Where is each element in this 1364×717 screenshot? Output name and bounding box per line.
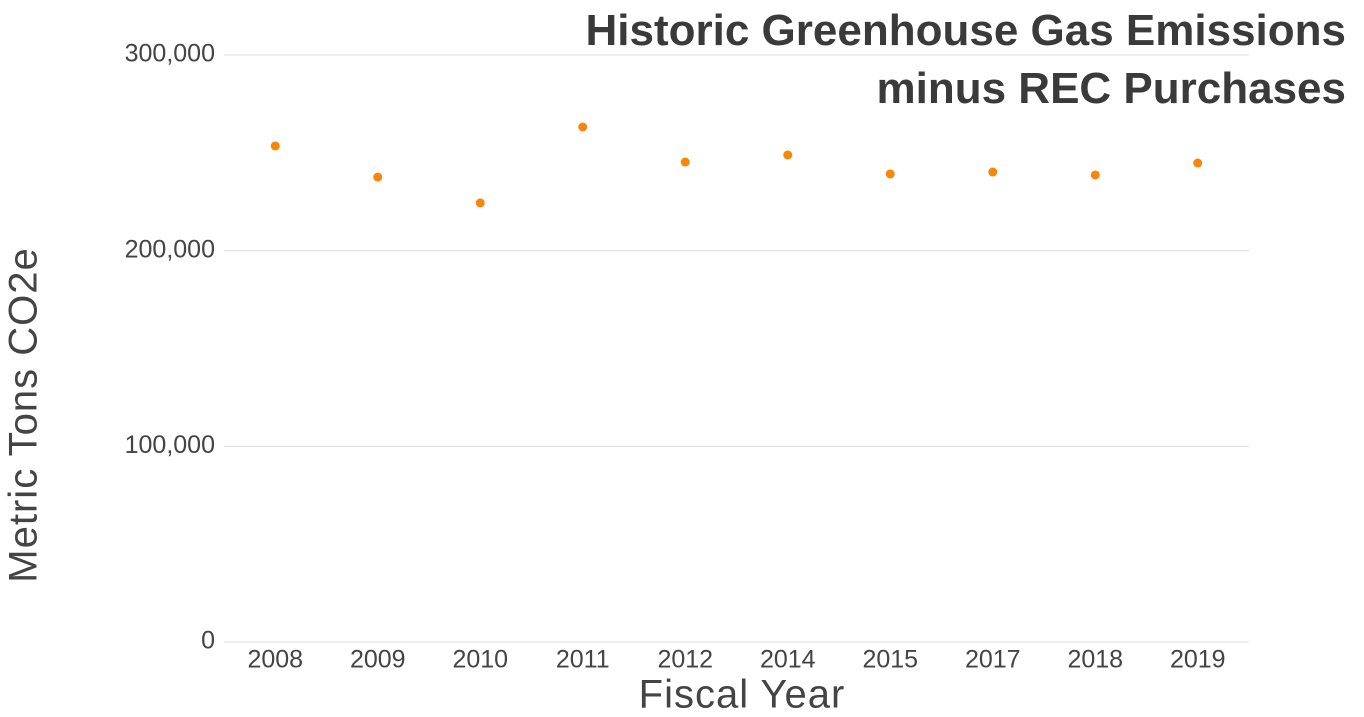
point [373,172,383,182]
x-tick-label: 2017 [965,646,1021,674]
point [578,122,588,132]
x-tick-label: 2008 [247,646,303,674]
point [1090,170,1100,180]
y-axis-title: Metric Tons CO2e [2,247,46,582]
point [1193,158,1203,168]
x-tick-label: 2019 [1170,646,1226,674]
y-tick-label: 300,000 [125,40,215,68]
y-tick-label: 200,000 [125,235,215,263]
x-tick-label: 2011 [556,646,610,674]
x-axis-title: Fiscal Year [639,673,846,717]
point [783,150,793,160]
point [680,157,690,167]
chart-title: Historic Greenhouse Gas Emissions minus … [585,6,1346,113]
point [270,141,280,151]
point [988,167,998,177]
x-tick-label: 2015 [862,646,918,674]
x-tick-label: 2009 [350,646,406,674]
y-tick-label: 100,000 [125,431,215,459]
x-tick-label: 2018 [1067,646,1123,674]
point [475,198,485,208]
x-tick-label: 2012 [657,646,713,674]
x-tick-label: 2010 [452,646,508,674]
point [885,169,895,179]
x-tick-label: 2014 [760,646,816,674]
y-tick-label: 0 [201,627,215,655]
